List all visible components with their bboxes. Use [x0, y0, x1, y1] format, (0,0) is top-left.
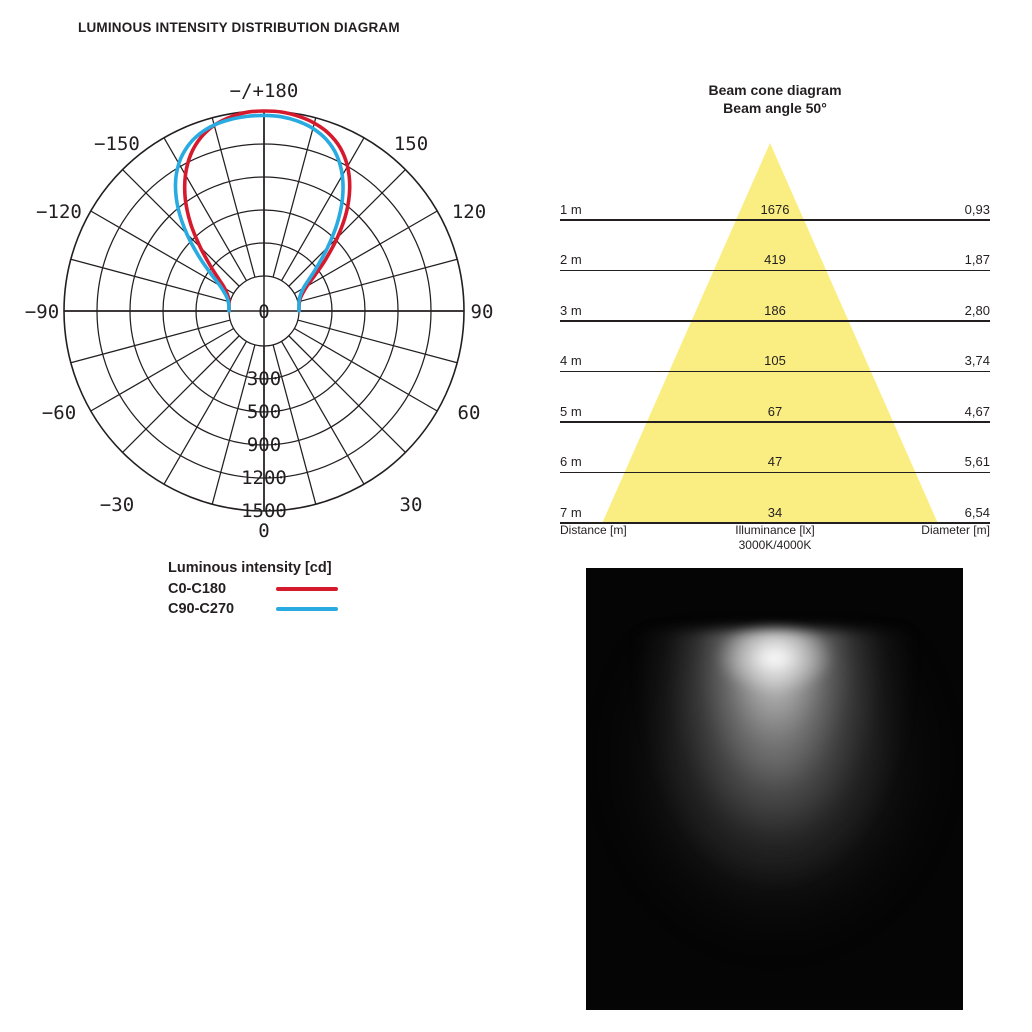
- cone-row-cells: 6 m 47 5,61: [560, 454, 990, 469]
- cell-illuminance: 419: [764, 252, 786, 267]
- polar-labels: −/+180−150 150−120 120−90 90−60 60−30 3000300…: [25, 80, 494, 542]
- cone-row-rule: [560, 522, 990, 524]
- cone-row-rule: [560, 269, 990, 271]
- cone-row-cells: 1 m 1676 0,93: [560, 202, 990, 217]
- cone-table-row: 3 m 186 2,80: [560, 271, 990, 322]
- cell-diameter: 0,93: [964, 201, 990, 217]
- cone-row-cells: 5 m 67 4,67: [560, 404, 990, 419]
- cone-row-rule: [560, 471, 990, 473]
- cell-diameter: 6,54: [964, 504, 990, 520]
- ring-label-300: 300: [247, 368, 281, 390]
- beam-photo-wallwash: [586, 568, 963, 1010]
- footer-illuminance-label: Illuminance [lx] 3000K/4000K: [702, 523, 848, 553]
- cell-diameter: 4,67: [964, 403, 990, 419]
- cell-distance: 5 m: [560, 403, 582, 419]
- angle-label-plus-90: 90: [471, 301, 494, 323]
- luminous-intensity-polar-diagram: −/+180 −150 150 −120 120 −90 90 −60 60 −30 30 0 0 300…: [0, 80, 520, 550]
- photo-glow-hotspot: [714, 623, 835, 694]
- cone-row-rule: [560, 320, 990, 322]
- cell-illuminance: 1676: [760, 201, 790, 217]
- cell-illuminance: 67: [767, 403, 783, 419]
- angle-label-180: −/+180: [230, 80, 299, 102]
- cone-row-rule: [560, 219, 990, 221]
- angle-label-plus-60: 60: [458, 402, 481, 424]
- cone-table-row: 4 m 105 3,74: [560, 322, 990, 372]
- ring-label-0: 0: [258, 301, 269, 323]
- legend-label-c0-c180: C0-C180: [168, 581, 227, 597]
- angle-label-minus-90: −90: [25, 301, 59, 323]
- cone-row-cells: 3 m 186 2,80: [560, 303, 990, 318]
- footer-distance-label: Distance [m]: [560, 523, 627, 537]
- legend-row-c0-c180: C0-C180: [168, 579, 428, 599]
- cell-distance: 1 m: [560, 201, 582, 217]
- angle-label-plus-120: 120: [452, 201, 486, 223]
- footer-illuminance-line2: 3000K/4000K: [738, 538, 812, 552]
- cell-diameter: 2,80: [964, 302, 990, 318]
- angle-label-minus-120: −120: [36, 201, 82, 223]
- footer-diameter-label: Diameter [m]: [921, 523, 990, 537]
- ring-label-1500: 1500: [241, 500, 287, 522]
- polar-curves: [173, 109, 352, 313]
- cell-distance: 6 m: [560, 454, 582, 469]
- beam-angle-subtitle: Beam angle 50°: [723, 100, 827, 116]
- polar-chart-svg: −/+180−150 150−120 120−90 90−60 60−30 3000300…: [25, 80, 494, 542]
- cone-table-row: 7 m 34 6,54: [560, 473, 990, 524]
- cell-illuminance: 186: [764, 302, 786, 318]
- cell-distance: 2 m: [560, 252, 582, 267]
- beam-cone-heading: Beam cone diagram Beam angle 50°: [550, 75, 1000, 117]
- cone-row-cells: 4 m 105 3,74: [560, 353, 990, 368]
- ring-label-500: 500: [247, 401, 281, 423]
- cell-illuminance: 105: [764, 353, 786, 368]
- ring-label-1200: 1200: [241, 467, 287, 489]
- cell-illuminance: 47: [767, 454, 783, 469]
- cone-row-rule: [560, 421, 990, 423]
- cone-row-cells: 2 m 419 1,87: [560, 252, 990, 267]
- polar-grid: [63, 110, 465, 512]
- footer-illuminance-line1: Illuminance [lx]: [735, 523, 815, 537]
- cell-illuminance: 34: [767, 504, 783, 520]
- cell-diameter: 3,74: [964, 353, 990, 368]
- cone-row-cells: 7 m 34 6,54: [560, 505, 990, 520]
- angle-label-minus-60: −60: [42, 402, 76, 424]
- legend-title: Luminous intensity [cd]: [168, 560, 332, 576]
- cell-distance: 4 m: [560, 353, 582, 368]
- cone-table-row: 1 m 1676 0,93: [560, 170, 990, 221]
- angle-label-0-bottom: 0: [258, 520, 269, 542]
- beam-cone-footer: Distance [m] Illuminance [lx] 3000K/4000…: [560, 523, 990, 553]
- cone-table-row: 6 m 47 5,61: [560, 423, 990, 473]
- page-title: LUMINOUS INTENSITY DISTRIBUTION DIAGRAM: [78, 20, 400, 35]
- legend-swatch-c90-c270: [276, 607, 338, 611]
- beam-cone-table: 1 m 1676 0,93 2 m 419 1,87 3 m 186 2,80 4 m 105 3,7…: [560, 170, 990, 524]
- cell-distance: 3 m: [560, 302, 582, 318]
- angle-label-minus-30: −30: [100, 494, 134, 516]
- legend-row-c90-c270: C90-C270: [168, 599, 428, 619]
- angle-label-minus-150: −150: [94, 133, 140, 155]
- angle-label-plus-30: 30: [400, 494, 423, 516]
- cell-diameter: 1,87: [964, 252, 990, 267]
- beam-cone-diagram: Beam cone diagram Beam angle 50° 1 m 1676…: [540, 75, 1010, 552]
- curve-c0-c180: [182, 109, 352, 313]
- cone-table-row: 5 m 67 4,67: [560, 372, 990, 423]
- cone-table-row: 2 m 419 1,87: [560, 221, 990, 271]
- legend-label-c90-c270: C90-C270: [168, 601, 235, 617]
- curve-c90-c270: [173, 113, 345, 313]
- ring-label-900: 900: [247, 434, 281, 456]
- cell-distance: 7 m: [560, 504, 582, 520]
- cone-row-rule: [560, 370, 990, 372]
- legend-swatch-c0-c180: [276, 587, 338, 591]
- angle-label-plus-150: 150: [394, 133, 428, 155]
- beam-cone-title: Beam cone diagram: [708, 82, 842, 98]
- polar-legend: Luminous intensity [cd] C0-C180 C90-C270: [168, 560, 428, 619]
- cell-diameter: 5,61: [964, 454, 990, 469]
